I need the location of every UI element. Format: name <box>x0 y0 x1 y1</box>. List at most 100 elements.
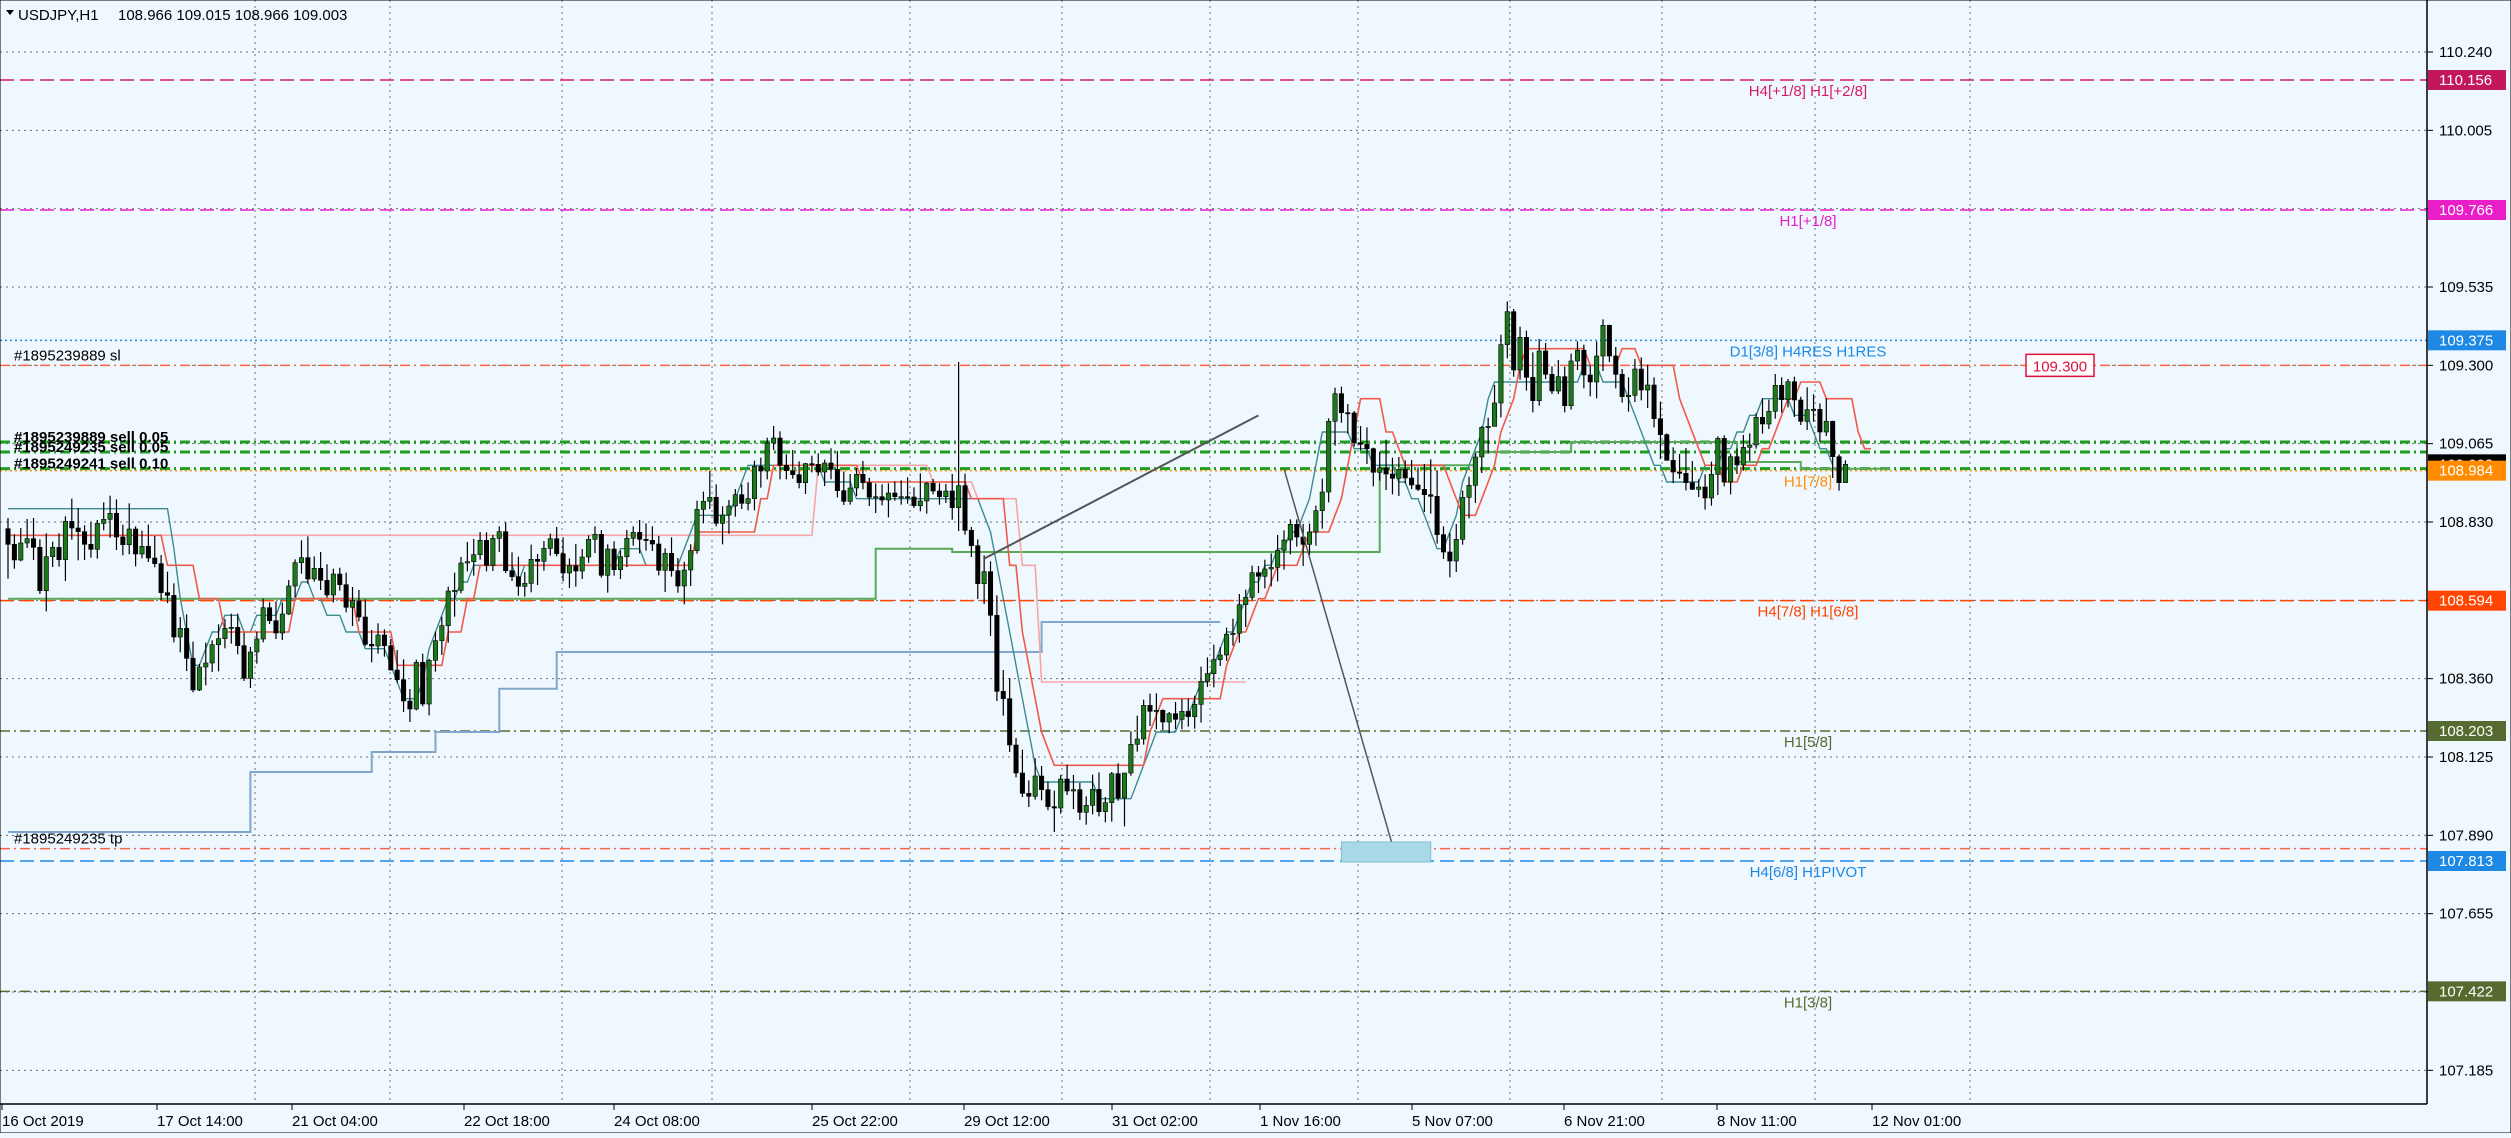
candle <box>515 556 521 596</box>
candle <box>1466 476 1472 519</box>
candle <box>617 550 623 579</box>
candle-body <box>1606 325 1612 357</box>
candle <box>228 613 234 644</box>
candle-body <box>675 570 681 587</box>
candle-body <box>1338 393 1344 413</box>
candle <box>413 659 419 711</box>
candle-body <box>1466 485 1472 498</box>
candle <box>82 525 88 560</box>
candle <box>18 528 24 562</box>
candle <box>528 544 534 593</box>
candle <box>31 518 37 560</box>
candle-body <box>426 660 432 705</box>
candle-body <box>267 607 273 621</box>
candle-body <box>1415 484 1421 490</box>
candle-body <box>318 568 324 581</box>
candle-body <box>1485 426 1491 428</box>
price-tag-text: 108.594 <box>2439 593 2493 610</box>
candle <box>535 554 541 585</box>
candle <box>113 499 119 550</box>
x-tick-label: 29 Oct 12:00 <box>964 1113 1050 1130</box>
y-tick-label: 108.125 <box>2439 749 2493 766</box>
candle-body <box>216 638 222 645</box>
candle-body <box>879 496 885 501</box>
candle-body <box>69 521 75 529</box>
candle <box>1370 447 1376 487</box>
candle-body <box>1581 350 1587 376</box>
candle-body <box>968 530 974 546</box>
price-tag: 108.594 <box>2428 590 2506 611</box>
candle <box>241 632 247 681</box>
candle <box>847 474 853 505</box>
candle <box>1396 457 1402 496</box>
candle <box>1511 309 1517 377</box>
candle-body <box>1587 374 1593 383</box>
candle-body <box>1383 467 1389 475</box>
candle-body <box>617 556 623 570</box>
candle <box>471 539 477 576</box>
candle <box>184 614 190 671</box>
candle <box>1153 693 1159 730</box>
candle <box>388 639 394 671</box>
candle <box>1798 396 1804 425</box>
candle-body <box>917 500 923 506</box>
candle <box>509 552 515 581</box>
candle-body <box>62 521 68 560</box>
candle-body <box>579 556 585 572</box>
candle <box>37 539 43 594</box>
candle <box>1032 758 1038 800</box>
candle-body <box>1153 710 1159 712</box>
y-tick-label: 108.830 <box>2439 514 2493 531</box>
candle <box>598 530 604 578</box>
candle <box>1492 385 1498 427</box>
candle <box>1409 460 1415 489</box>
candle-body <box>885 492 891 501</box>
projection-line[interactable] <box>1283 468 1394 846</box>
candle <box>764 437 770 480</box>
candle <box>292 559 298 598</box>
candle-body <box>949 490 955 508</box>
candle <box>145 524 151 562</box>
candle <box>432 631 438 672</box>
price-tag-text: 109.375 <box>2439 332 2493 349</box>
candle-body <box>1721 438 1727 483</box>
target-zone-box[interactable] <box>1340 841 1432 863</box>
candle <box>1307 523 1313 555</box>
candle <box>247 647 253 688</box>
candle-body <box>1619 374 1625 397</box>
candle-body <box>11 544 17 561</box>
candle-body <box>1013 744 1019 774</box>
price-tag-text: 107.422 <box>2439 983 2493 1000</box>
candle <box>1294 519 1300 547</box>
candle <box>171 583 177 643</box>
candle <box>445 586 451 643</box>
candle <box>707 471 713 509</box>
candle-body <box>241 645 247 679</box>
candle-body <box>605 548 611 576</box>
candle-body <box>126 528 132 545</box>
candle-body <box>1402 469 1408 479</box>
x-tick-label: 5 Nov 07:00 <box>1412 1113 1493 1130</box>
candle <box>152 536 158 568</box>
candle-body <box>445 590 451 626</box>
candle-body <box>573 565 579 572</box>
candle-body <box>860 474 866 483</box>
candle-body <box>1817 409 1823 433</box>
candle <box>1070 775 1076 809</box>
candle <box>1772 374 1778 419</box>
candle <box>1728 453 1734 495</box>
trendline[interactable] <box>983 414 1259 560</box>
candle-body <box>1530 377 1536 401</box>
candle-body <box>1492 402 1498 427</box>
candle <box>190 641 196 693</box>
candle <box>547 533 553 556</box>
dropdown-arrow-icon[interactable] <box>6 10 14 15</box>
candle <box>279 602 285 640</box>
candle-body <box>809 463 815 466</box>
candle <box>375 623 381 654</box>
price-annotation-box[interactable] <box>2025 353 2095 378</box>
candle-body <box>892 492 898 497</box>
candle <box>273 601 279 639</box>
